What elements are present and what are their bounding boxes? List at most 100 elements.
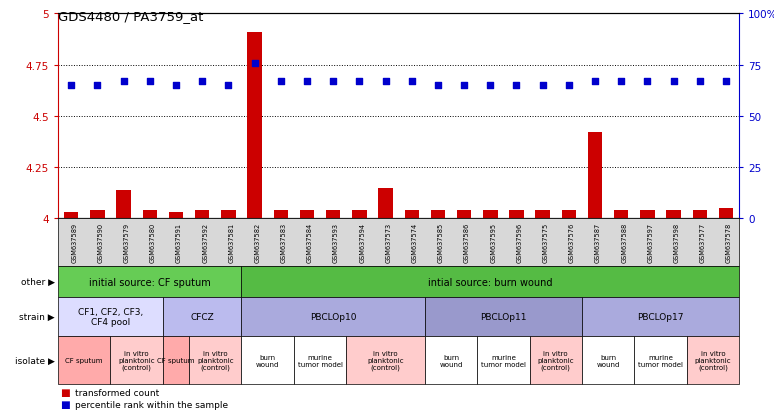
Text: GSM637577: GSM637577 [700,223,706,263]
Bar [352,211,367,219]
Bar [273,211,288,219]
Text: GSM637586: GSM637586 [464,223,470,263]
Point [222,83,235,89]
Text: PBCLOp10: PBCLOp10 [310,313,356,321]
Text: transformed count: transformed count [75,388,159,396]
Point [484,83,496,89]
Text: GSM637588: GSM637588 [622,223,627,263]
Text: burn
wound: burn wound [440,354,463,367]
Point [275,78,287,85]
Text: in vitro
planktonic
(control): in vitro planktonic (control) [118,350,155,370]
Bar [614,211,628,219]
Point [563,83,575,89]
Point [432,83,444,89]
Text: GSM637596: GSM637596 [516,223,522,263]
Bar [666,211,681,219]
Text: burn
wound: burn wound [256,354,279,367]
Bar [719,209,733,219]
Text: GSM637576: GSM637576 [569,223,575,263]
Text: GSM637573: GSM637573 [385,223,392,263]
Text: CF sputum: CF sputum [66,357,103,363]
Text: PBCLOp17: PBCLOp17 [637,313,684,321]
Text: GSM637578: GSM637578 [726,223,732,263]
Text: strain ▶: strain ▶ [19,313,55,321]
Text: isolate ▶: isolate ▶ [15,356,55,365]
Text: GDS4480 / PA3759_at: GDS4480 / PA3759_at [58,10,204,23]
Text: burn
wound: burn wound [597,354,620,367]
Bar [509,211,524,219]
Point [379,78,392,85]
Bar [221,211,235,219]
Point [536,83,549,89]
Bar [405,211,419,219]
Text: GSM637585: GSM637585 [438,223,444,263]
Text: GSM637579: GSM637579 [124,223,129,263]
Text: GSM637587: GSM637587 [595,223,601,263]
Text: GSM637575: GSM637575 [543,223,549,263]
Bar [248,33,262,219]
Text: GSM637590: GSM637590 [98,223,104,263]
Text: initial source: CF sputum: initial source: CF sputum [89,277,211,287]
Bar [169,213,183,219]
Point [196,78,208,85]
Text: GSM637583: GSM637583 [281,223,286,263]
Point [589,78,601,85]
Bar [64,213,78,219]
Text: in vitro
planktonic
(control): in vitro planktonic (control) [197,350,234,370]
Text: CFCZ: CFCZ [190,313,214,321]
Text: GSM637597: GSM637597 [648,223,653,263]
Text: murine
tumor model: murine tumor model [638,354,683,367]
Text: in vitro
planktonic
(control): in vitro planktonic (control) [537,350,574,370]
Bar [90,211,104,219]
Text: GSM637593: GSM637593 [333,223,339,263]
Bar [693,211,707,219]
Point [615,78,628,85]
Point [353,78,365,85]
Point [667,78,680,85]
Bar [536,211,550,219]
Bar [300,211,314,219]
Text: other ▶: other ▶ [21,278,55,286]
Point [143,78,156,85]
Text: GSM637581: GSM637581 [228,223,235,263]
Text: CF1, CF2, CF3,
CF4 pool: CF1, CF2, CF3, CF4 pool [78,307,143,327]
Text: GSM637591: GSM637591 [176,223,182,263]
Point [327,78,339,85]
Text: GSM637584: GSM637584 [307,223,313,263]
Point [406,78,418,85]
Text: GSM637589: GSM637589 [71,223,77,263]
Text: GSM637598: GSM637598 [673,223,680,263]
Text: in vitro
planktonic
(control): in vitro planktonic (control) [367,350,404,370]
Text: GSM637580: GSM637580 [149,223,156,263]
Text: GSM637574: GSM637574 [412,223,418,263]
Bar [142,211,157,219]
Point [170,83,182,89]
Bar [326,211,341,219]
Point [642,78,654,85]
Text: PBCLOp11: PBCLOp11 [480,313,526,321]
Text: murine
tumor model: murine tumor model [297,354,343,367]
Text: GSM637592: GSM637592 [202,223,208,263]
Point [694,78,706,85]
Point [458,83,471,89]
Bar [457,211,471,219]
Text: murine
tumor model: murine tumor model [481,354,526,367]
Point [720,78,732,85]
Text: GSM637594: GSM637594 [359,223,365,263]
Point [91,83,104,89]
Text: GSM637595: GSM637595 [490,223,496,263]
Text: intial source: burn wound: intial source: burn wound [428,277,553,287]
Text: CF sputum: CF sputum [157,357,195,363]
Point [301,78,313,85]
Text: in vitro
planktonic
(control): in vitro planktonic (control) [694,350,731,370]
Text: ■: ■ [60,387,70,397]
Point [118,78,130,85]
Bar [562,211,576,219]
Bar [483,211,498,219]
Bar [195,211,209,219]
Bar [378,188,392,219]
Point [248,60,261,67]
Point [510,83,522,89]
Bar [640,211,655,219]
Text: percentile rank within the sample: percentile rank within the sample [75,400,228,409]
